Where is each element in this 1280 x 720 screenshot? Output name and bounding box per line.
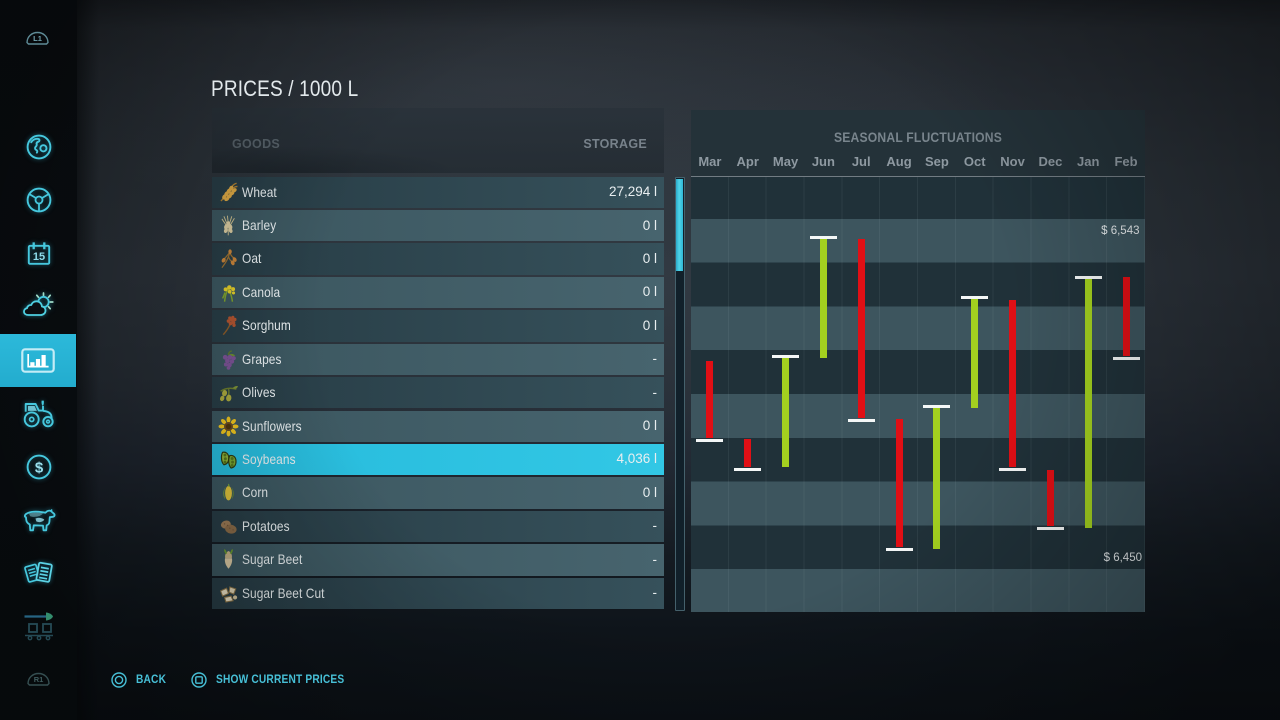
svg-text:R1: R1 — [34, 675, 44, 684]
svg-text:L1: L1 — [33, 34, 42, 43]
svg-text:$: $ — [35, 459, 44, 476]
svg-text:15: 15 — [33, 251, 45, 263]
